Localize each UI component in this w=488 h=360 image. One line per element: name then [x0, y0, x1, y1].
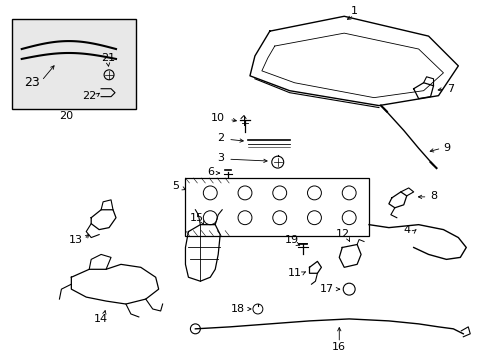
- Text: 18: 18: [230, 304, 244, 314]
- Text: 8: 8: [429, 191, 436, 201]
- Text: 23: 23: [24, 76, 40, 89]
- Text: 11: 11: [287, 268, 301, 278]
- Text: 5: 5: [172, 181, 179, 191]
- Text: 6: 6: [206, 167, 213, 177]
- Text: 16: 16: [331, 342, 346, 352]
- Bar: [185, 178, 368, 235]
- Text: 19: 19: [284, 234, 298, 244]
- Text: 12: 12: [335, 229, 349, 239]
- Text: 15: 15: [189, 213, 203, 223]
- Text: 21: 21: [101, 53, 115, 63]
- Text: 1: 1: [350, 6, 357, 16]
- Text: 3: 3: [216, 153, 223, 163]
- Text: 14: 14: [94, 314, 108, 324]
- Text: 10: 10: [211, 113, 225, 123]
- Text: 20: 20: [59, 112, 73, 121]
- Text: 4: 4: [402, 225, 409, 235]
- Bar: [12, 19, 136, 109]
- Text: 17: 17: [320, 284, 334, 294]
- Text: 9: 9: [442, 143, 449, 153]
- Text: 2: 2: [216, 133, 224, 143]
- Text: 22: 22: [82, 91, 96, 101]
- Text: 7: 7: [446, 84, 453, 94]
- Text: 13: 13: [69, 234, 83, 244]
